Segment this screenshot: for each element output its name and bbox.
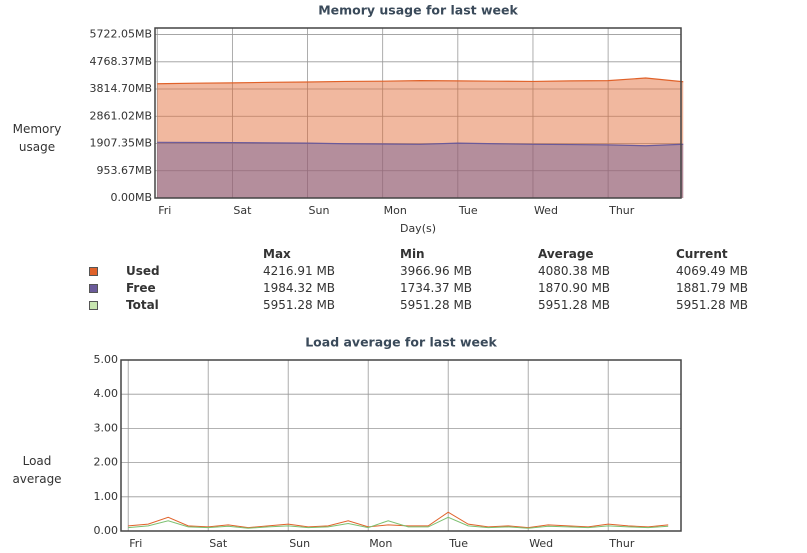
table-cell: 1734.37 MB (400, 281, 473, 295)
x-tick-label: Thur (608, 204, 635, 217)
table-cell: 3966.96 MB (400, 264, 473, 278)
area (157, 78, 684, 198)
row-name: Used (126, 264, 160, 278)
table-cell: 5951.28 MB (676, 298, 749, 312)
table-cell: 4216.91 MB (263, 264, 336, 278)
y-tick-label: 0.00 (94, 524, 119, 537)
legend-swatch (89, 284, 98, 293)
table-cell: 5951.28 MB (538, 298, 611, 312)
y-tick-label: 3.00 (94, 421, 119, 434)
x-tick-label: Fri (158, 204, 171, 217)
y-axis-label: Load average (12, 454, 62, 486)
table-header: Min (400, 247, 425, 261)
x-tick-label: Sat (233, 204, 252, 217)
x-tick-label: Sun (309, 204, 330, 217)
x-tick-label: Wed (534, 204, 558, 217)
y-axis-label: Memory usage (12, 122, 62, 154)
table-cell: 1870.90 MB (538, 281, 611, 295)
line (128, 511, 669, 529)
table-cell: 1984.32 MB (263, 281, 336, 295)
line (128, 516, 669, 529)
y-tick-label: 0.00MB (110, 191, 152, 204)
y-tick-label: 1.00 (94, 490, 119, 503)
chart-title: Load average for last week (305, 335, 497, 350)
x-axis-label: Day(s) (400, 222, 436, 235)
x-tick-label: Thur (608, 537, 635, 550)
table-cell: 5951.28 MB (400, 298, 473, 312)
plot-frame (154, 27, 682, 199)
y-tick-label: 4768.37MB (89, 55, 152, 68)
x-tick-label: Wed (529, 537, 553, 550)
y-tick-label: 4.00 (94, 387, 119, 400)
y-tick-label: 2861.02MB (89, 109, 152, 122)
y-tick-label: 5722.05MB (89, 28, 152, 41)
table-cell: 4069.49 MB (676, 264, 749, 278)
table-cell: 5951.28 MB (263, 298, 336, 312)
area-line (157, 77, 684, 85)
table-cell: 4080.38 MB (538, 264, 611, 278)
x-tick-label: Tue (458, 204, 478, 217)
x-tick-label: Mon (369, 537, 392, 550)
y-tick-label: 3814.70MB (89, 82, 152, 95)
x-tick-label: Mon (384, 204, 407, 217)
table-header: Max (263, 247, 291, 261)
table-header: Current (676, 247, 728, 261)
chart-title: Memory usage for last week (318, 3, 518, 18)
y-tick-label: 953.67MB (96, 164, 152, 177)
y-tick-label: 5.00 (94, 353, 119, 366)
x-tick-label: Sun (289, 537, 310, 550)
x-tick-label: Tue (448, 537, 468, 550)
y-tick-label: 2.00 (94, 456, 119, 469)
row-name: Total (126, 298, 159, 312)
x-tick-label: Sat (209, 537, 228, 550)
legend-swatch (89, 301, 98, 310)
area-line (157, 141, 684, 147)
y-tick-label: 1907.35MB (89, 137, 152, 150)
area (157, 142, 684, 198)
legend-swatch (89, 267, 98, 276)
row-name: Free (126, 281, 156, 295)
table-header: Average (538, 247, 594, 261)
table-cell: 1881.79 MB (676, 281, 749, 295)
plot-frame (120, 359, 682, 532)
x-tick-label: Fri (129, 537, 142, 550)
